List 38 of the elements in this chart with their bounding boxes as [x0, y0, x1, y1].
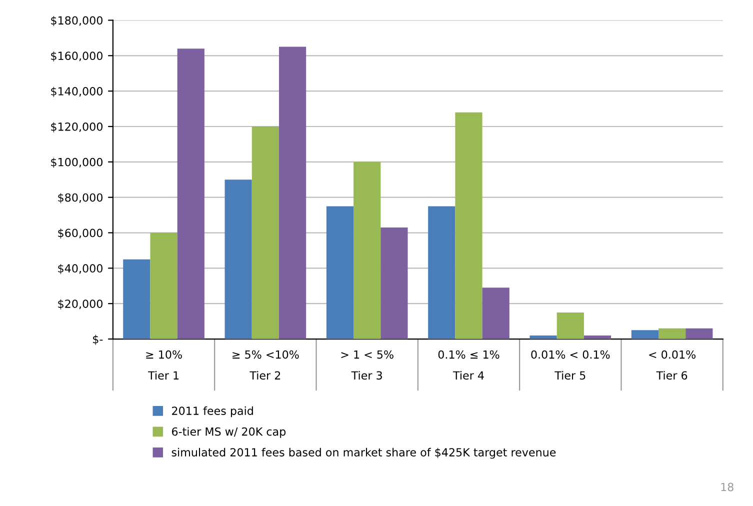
bar [123, 259, 150, 340]
y-tick-label: $- [93, 334, 103, 345]
x-tick-label: ≥ 10% Tier 1 [146, 350, 182, 380]
y-tick-label: $120,000 [51, 122, 102, 132]
bar [658, 328, 686, 340]
legend-label: simulated 2011 fees based on market share of $425K target revenue [172, 448, 556, 459]
bar [455, 112, 482, 340]
text: 18 [721, 482, 734, 492]
bar [631, 330, 658, 340]
bar [224, 180, 252, 340]
x-tick-label: > 1 < 5% Tier 3 [341, 350, 394, 380]
y-tick-label: $160,000 [51, 51, 102, 62]
bar [380, 227, 408, 340]
bar [278, 46, 306, 340]
bar [530, 335, 557, 340]
bar [326, 206, 354, 340]
y-tick-label: $40,000 [58, 264, 102, 274]
x-tick-label: 0.01% < 0.1% Tier 5 [531, 350, 610, 380]
legend-label: 6-tier MS w/ 20K cap [172, 427, 286, 438]
x-tick-label: 0.1% ≤ 1% Tier 4 [438, 350, 500, 380]
bar [482, 288, 510, 340]
y-tick-label: $60,000 [58, 228, 102, 239]
bar [177, 48, 204, 340]
legend-label: 2011 fees paid [172, 406, 253, 418]
x-tick-label: < 0.01% Tier 6 [649, 350, 696, 380]
bar [556, 312, 584, 340]
bar [354, 162, 381, 340]
y-tick-label: $180,000 [51, 16, 102, 26]
y-tick-label: $80,000 [58, 193, 102, 204]
bar [252, 126, 279, 340]
y-tick-label: $20,000 [58, 299, 102, 310]
y-tick-label: $100,000 [51, 158, 102, 168]
y-tick-label: $140,000 [51, 86, 102, 97]
bar [686, 328, 713, 340]
x-tick-label: ≥ 5% <10% Tier 2 [232, 350, 299, 380]
bar [584, 335, 612, 340]
bar [150, 232, 178, 340]
bar [428, 206, 456, 340]
